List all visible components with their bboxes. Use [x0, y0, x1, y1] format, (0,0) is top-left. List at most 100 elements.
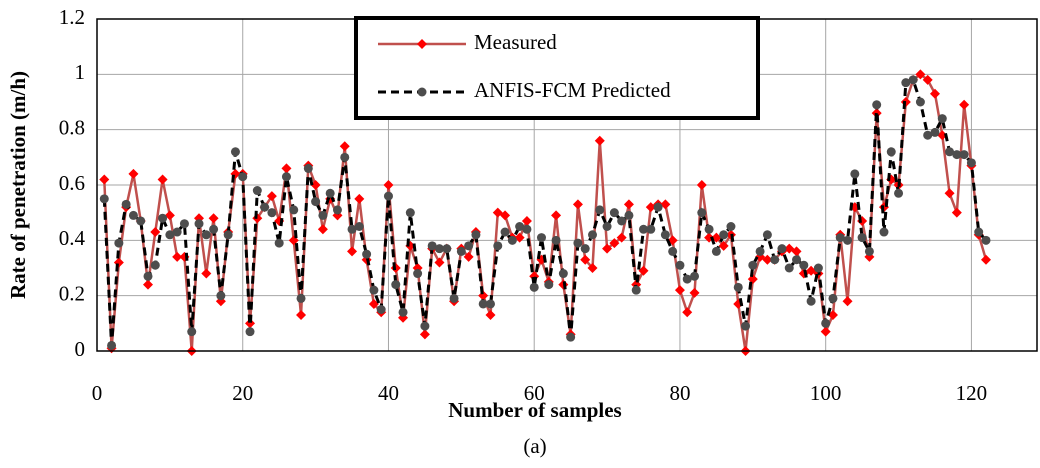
marker — [267, 208, 277, 218]
marker — [923, 130, 933, 140]
marker — [143, 279, 154, 290]
marker — [813, 263, 823, 273]
marker — [347, 224, 357, 234]
marker — [959, 99, 970, 110]
marker — [595, 205, 605, 215]
marker — [281, 163, 292, 174]
marker — [894, 188, 904, 198]
marker — [325, 188, 335, 198]
marker — [500, 227, 510, 237]
marker — [113, 257, 124, 268]
marker — [871, 108, 882, 119]
marker — [573, 238, 583, 248]
marker — [645, 202, 656, 213]
marker — [820, 326, 831, 337]
marker — [485, 299, 495, 309]
marker — [974, 227, 984, 237]
marker — [857, 233, 867, 243]
marker — [872, 100, 882, 110]
marker — [201, 268, 212, 279]
marker — [230, 147, 240, 157]
marker — [442, 244, 452, 254]
marker — [354, 193, 365, 204]
marker — [368, 298, 379, 309]
marker — [463, 251, 474, 262]
marker — [653, 202, 663, 212]
marker — [930, 127, 940, 137]
marker — [770, 255, 780, 265]
marker — [507, 235, 517, 245]
marker — [689, 287, 700, 298]
marker — [733, 282, 743, 292]
marker — [937, 130, 948, 141]
marker — [420, 321, 430, 331]
marker — [296, 310, 307, 321]
marker — [915, 97, 925, 107]
legend-box — [354, 16, 760, 120]
marker — [718, 240, 729, 251]
marker — [835, 233, 845, 243]
marker — [417, 39, 427, 49]
marker — [332, 205, 342, 215]
x-tick-label: 100 — [810, 381, 842, 405]
marker — [529, 282, 539, 292]
marker — [157, 174, 168, 185]
marker — [668, 246, 678, 256]
marker — [929, 88, 940, 99]
legend-label: ANFIS-FCM Predicted — [474, 78, 671, 102]
marker — [194, 219, 204, 229]
marker — [311, 197, 321, 207]
legend: Measured ANFIS-FCM Predicted — [354, 16, 760, 120]
marker — [274, 238, 284, 248]
marker — [646, 224, 656, 234]
marker — [114, 238, 124, 248]
marker — [478, 299, 488, 309]
marker — [405, 208, 415, 218]
marker — [521, 215, 532, 226]
marker — [522, 224, 532, 234]
y-tick-label: 0.8 — [59, 115, 85, 139]
marker — [413, 269, 423, 279]
marker — [172, 251, 183, 262]
marker — [966, 158, 976, 168]
marker — [216, 291, 226, 301]
marker — [842, 296, 853, 307]
series-line — [102, 77, 988, 346]
marker — [682, 274, 692, 284]
y-tick-label: 0.4 — [59, 226, 86, 250]
marker — [245, 318, 256, 329]
marker — [208, 213, 219, 224]
marker — [901, 78, 911, 88]
x-tick-label: 120 — [956, 381, 988, 405]
marker — [128, 210, 138, 220]
marker — [238, 172, 248, 182]
x-tick-label: 40 — [378, 381, 399, 405]
marker — [762, 254, 773, 265]
marker — [937, 114, 947, 124]
marker — [617, 216, 627, 226]
marker — [383, 191, 393, 201]
marker — [799, 260, 809, 270]
marker — [609, 238, 620, 249]
marker — [150, 260, 160, 270]
marker — [369, 285, 379, 295]
marker — [449, 293, 459, 303]
marker — [99, 174, 110, 185]
marker — [623, 199, 634, 210]
marker — [682, 307, 693, 318]
marker — [417, 87, 427, 97]
marker — [493, 241, 503, 251]
marker — [616, 232, 627, 243]
marker — [376, 305, 386, 314]
marker — [485, 310, 496, 321]
marker — [260, 202, 270, 212]
marker — [296, 293, 306, 303]
marker — [143, 271, 153, 281]
marker — [922, 74, 933, 85]
marker — [536, 233, 546, 243]
marker — [339, 141, 350, 152]
y-tick-label: 0.2 — [59, 281, 85, 305]
x-tick-label: 60 — [524, 381, 545, 405]
marker — [886, 147, 896, 157]
marker — [354, 222, 364, 231]
